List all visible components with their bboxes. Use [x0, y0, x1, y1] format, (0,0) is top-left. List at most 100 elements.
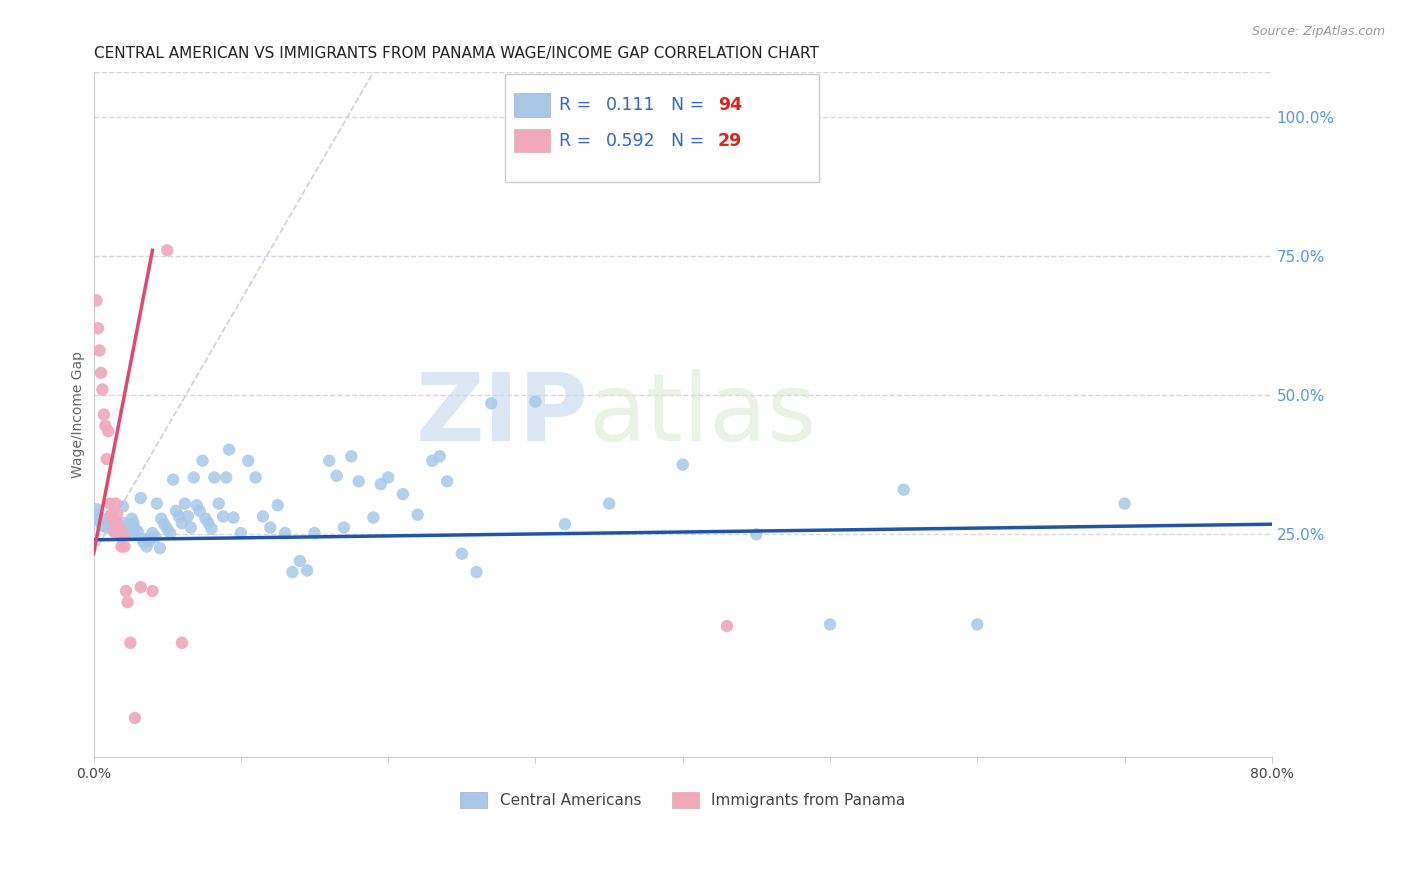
Point [524, 394, 547, 409]
Point [325, 468, 347, 483]
Text: atlas: atlas [589, 368, 817, 460]
Point [1114, 497, 1136, 511]
Point [87, 508, 110, 522]
Text: Source: ZipAtlas.com: Source: ZipAtlas.com [1251, 25, 1385, 38]
Point [333, 520, 356, 534]
Point [420, 454, 443, 468]
Point [716, 619, 738, 633]
Point [183, 470, 205, 484]
Point [101, 522, 124, 536]
Point [252, 509, 274, 524]
Point [112, 500, 135, 514]
Point [122, 516, 145, 530]
Point [197, 516, 219, 530]
Point [222, 510, 245, 524]
Point [238, 454, 260, 468]
Point [93, 408, 115, 422]
Point [98, 497, 121, 511]
Point [745, 527, 768, 541]
Point [153, 517, 176, 532]
Point [97, 510, 120, 524]
Point [149, 541, 172, 556]
Point [132, 535, 155, 549]
Point [159, 526, 181, 541]
Point [554, 517, 576, 532]
FancyBboxPatch shape [515, 129, 550, 153]
Point [340, 450, 363, 464]
Point [108, 524, 131, 539]
Point [818, 617, 841, 632]
Point [124, 711, 146, 725]
Point [94, 418, 117, 433]
Point [124, 522, 146, 536]
Point [370, 477, 392, 491]
Point [150, 511, 173, 525]
Point [141, 584, 163, 599]
Point [103, 524, 125, 539]
Point [91, 519, 114, 533]
Point [191, 454, 214, 468]
Point [215, 470, 238, 484]
Point [86, 502, 108, 516]
Point [101, 513, 124, 527]
Point [194, 511, 217, 525]
Point [465, 565, 488, 579]
Point [93, 516, 115, 530]
Point [288, 554, 311, 568]
Point [245, 470, 267, 484]
Point [363, 510, 385, 524]
Point [165, 504, 187, 518]
Point [598, 497, 620, 511]
Point [392, 487, 415, 501]
Point [406, 508, 429, 522]
FancyBboxPatch shape [505, 74, 820, 182]
Point [450, 547, 472, 561]
Text: CENTRAL AMERICAN VS IMMIGRANTS FROM PANAMA WAGE/INCOME GAP CORRELATION CHART: CENTRAL AMERICAN VS IMMIGRANTS FROM PANA… [94, 46, 818, 62]
Text: 94: 94 [718, 96, 742, 114]
Point [96, 520, 118, 534]
Point [167, 509, 190, 524]
Point [96, 452, 118, 467]
Point [145, 530, 167, 544]
Legend: Central Americans, Immigrants from Panama: Central Americans, Immigrants from Panam… [454, 786, 911, 814]
Point [202, 470, 225, 484]
Point [91, 383, 114, 397]
Point [186, 498, 208, 512]
FancyBboxPatch shape [515, 94, 550, 117]
Point [377, 470, 399, 484]
Point [110, 530, 132, 544]
Point [162, 473, 184, 487]
Point [218, 442, 240, 457]
Text: 0.592: 0.592 [606, 132, 655, 150]
Text: 29: 29 [718, 132, 742, 150]
Point [259, 520, 281, 534]
Text: N =: N = [671, 132, 710, 150]
Point [90, 516, 112, 530]
Point [429, 450, 451, 464]
Point [156, 522, 179, 536]
Point [170, 636, 193, 650]
Text: ZIP: ZIP [416, 368, 589, 460]
Point [479, 396, 502, 410]
Point [129, 491, 152, 505]
Point [110, 540, 132, 554]
Point [170, 516, 193, 530]
Point [114, 540, 136, 554]
Point [114, 516, 136, 530]
Text: N =: N = [671, 96, 710, 114]
Point [87, 321, 110, 335]
Point [146, 497, 169, 511]
Point [893, 483, 915, 497]
Point [120, 636, 142, 650]
Text: R =: R = [560, 132, 596, 150]
Point [318, 454, 340, 468]
Point [135, 540, 157, 554]
Y-axis label: Wage/Income Gap: Wage/Income Gap [72, 351, 86, 478]
Point [107, 519, 129, 533]
Point [177, 509, 200, 524]
Point [274, 526, 297, 541]
Text: R =: R = [560, 96, 596, 114]
Point [100, 517, 122, 532]
Point [89, 343, 111, 358]
Point [86, 293, 108, 308]
